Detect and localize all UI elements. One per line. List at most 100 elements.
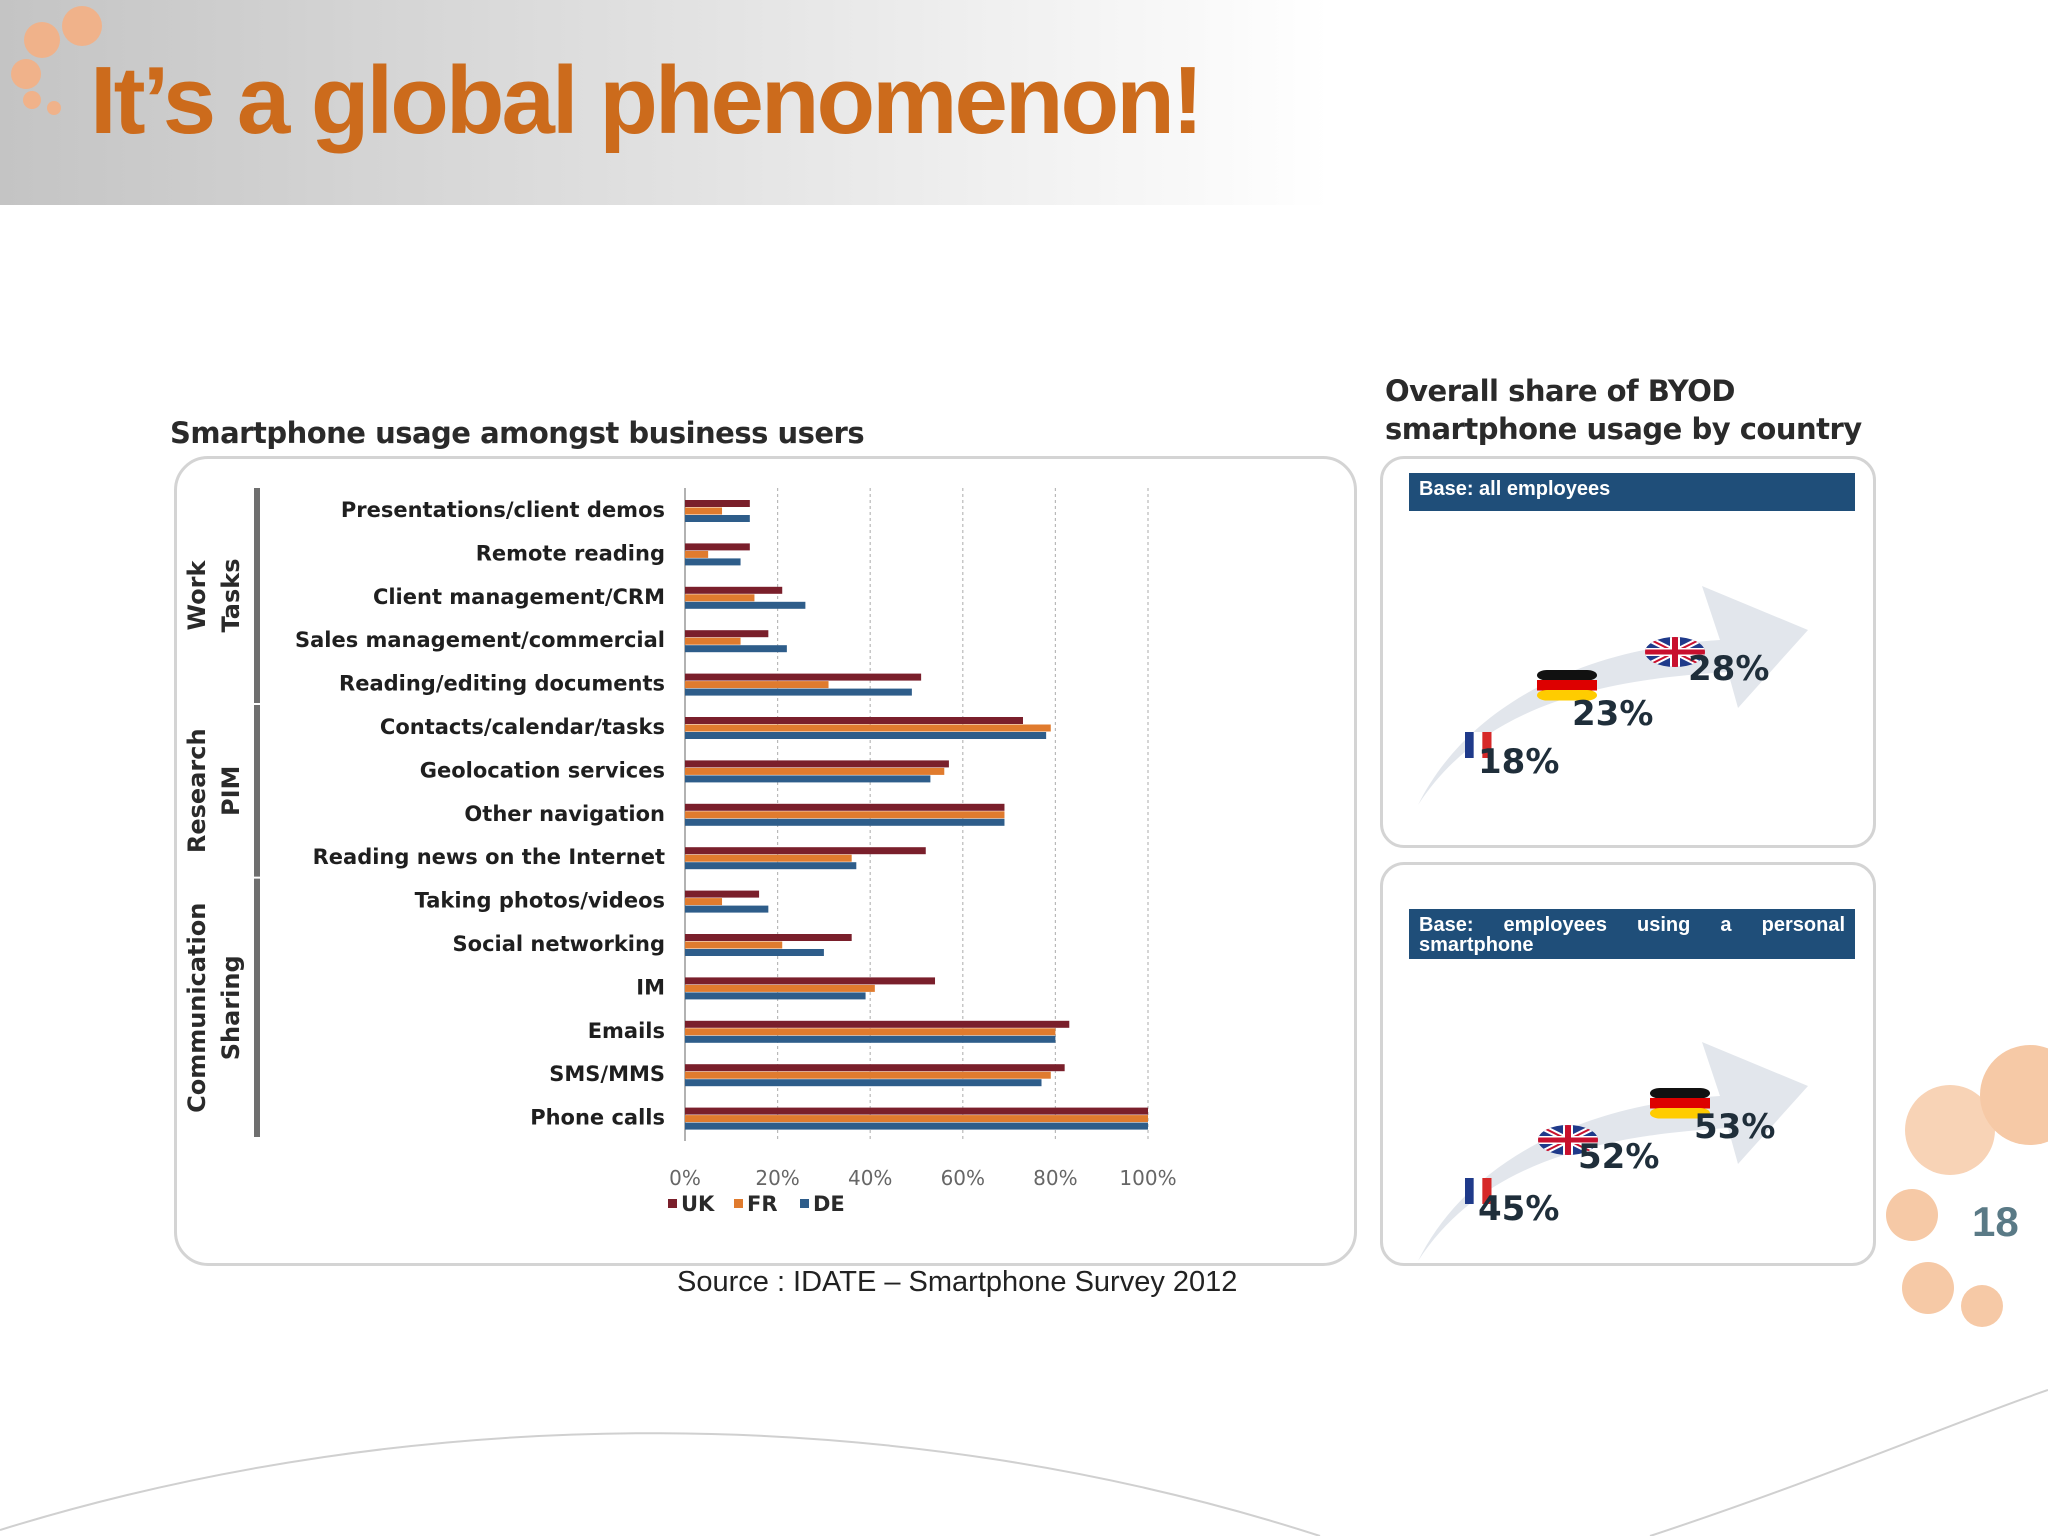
bar-fr xyxy=(685,1071,1051,1079)
x-tick-label: 80% xyxy=(1033,1166,1077,1190)
bar-uk xyxy=(685,760,949,768)
flag-de-icon xyxy=(1537,670,1597,701)
category-label: Sales management/commercial xyxy=(295,628,665,652)
bar-fr xyxy=(685,594,755,602)
legend-swatch-uk xyxy=(668,1199,677,1208)
bar-de xyxy=(685,992,866,1000)
category-label: Reading news on the Internet xyxy=(313,845,665,869)
bar-fr xyxy=(685,811,1005,819)
category-label: Contacts/calendar/tasks xyxy=(380,715,665,739)
flag-fr-icon xyxy=(1465,1178,1492,1204)
bar-de xyxy=(685,1122,1148,1130)
bar-de xyxy=(685,818,1005,826)
bar-de xyxy=(685,1035,1056,1043)
category-label: Reading/editing documents xyxy=(339,672,665,696)
bar-uk xyxy=(685,847,926,855)
bar-de xyxy=(685,732,1047,739)
bar-fr xyxy=(685,1028,1056,1036)
slide-title: It’s a global phenomenon! xyxy=(90,47,1204,154)
bar-de xyxy=(685,862,857,870)
bar-uk xyxy=(685,1064,1065,1072)
share-value-label: 52% xyxy=(1578,1137,1659,1177)
group-label: Research PIM xyxy=(183,728,245,853)
bar-de xyxy=(685,558,741,566)
chart-title: Smartphone usage amongst business users xyxy=(170,416,865,450)
bar-fr xyxy=(685,898,723,906)
bar-de xyxy=(685,905,769,913)
legend-label: DE xyxy=(813,1192,845,1216)
legend-label: UK xyxy=(681,1192,715,1216)
header-band xyxy=(0,0,1330,205)
category-label: Other navigation xyxy=(464,802,665,826)
bottom-swoosh xyxy=(0,1432,1321,1536)
bar-uk xyxy=(685,630,769,638)
flag-de-icon xyxy=(1650,1088,1710,1119)
category-label: Social networking xyxy=(453,932,665,956)
bar-fr xyxy=(685,507,723,515)
header-dots-icon xyxy=(11,6,102,115)
bar-de xyxy=(685,645,787,653)
trend-arrow-icon xyxy=(1418,586,1808,805)
bar-uk xyxy=(685,673,922,681)
bar-fr xyxy=(685,550,709,558)
x-tick-label: 20% xyxy=(755,1166,799,1190)
share-value-label: 23% xyxy=(1572,694,1653,734)
bar-de xyxy=(685,688,912,696)
bar-fr xyxy=(685,941,783,949)
share-value-label: 45% xyxy=(1478,1189,1559,1229)
flag-uk-icon xyxy=(1538,1125,1598,1155)
x-tick-label: 40% xyxy=(848,1166,892,1190)
legend-swatch-de xyxy=(800,1199,809,1208)
category-label: Presentations/client demos xyxy=(341,498,665,522)
category-label: Client management/CRM xyxy=(373,585,665,609)
share-value-label: 53% xyxy=(1694,1107,1775,1147)
bar-uk xyxy=(685,803,1005,811)
share-value-label: 28% xyxy=(1688,649,1769,689)
bar-de xyxy=(685,515,750,522)
group-label: Work Tasks xyxy=(183,558,245,632)
category-label: Geolocation services xyxy=(420,758,665,782)
x-tick-label: 100% xyxy=(1119,1166,1176,1190)
bar-de xyxy=(685,775,931,783)
base-label: Base: employees using a personal smartph… xyxy=(1409,909,1855,959)
group-label: Communication Sharing xyxy=(183,903,245,1113)
byod-panel-personal-smartphone: Base: employees using a personal smartph… xyxy=(1380,862,1876,1266)
bar-de xyxy=(685,949,824,956)
byod-chart-title: Overall share of BYOD smartphone usage b… xyxy=(1385,374,1862,446)
legend-swatch-fr xyxy=(734,1199,743,1208)
category-label: Taking photos/videos xyxy=(415,889,665,913)
bar-de xyxy=(685,1079,1042,1087)
category-label: Remote reading xyxy=(476,541,665,565)
page-number: 18 xyxy=(1972,1198,2019,1245)
bar-fr xyxy=(685,854,852,862)
share-value-label: 18% xyxy=(1478,742,1559,782)
bar-uk xyxy=(685,977,936,985)
bar-uk xyxy=(685,586,783,594)
bar-fr xyxy=(685,637,741,645)
category-label: IM xyxy=(636,975,665,999)
byod-panel-all-employees: Base: all employees xyxy=(1380,456,1876,848)
x-tick-label: 60% xyxy=(941,1166,985,1190)
trend-arrow-icon xyxy=(1418,1042,1808,1261)
bar-fr xyxy=(685,1115,1148,1123)
bar-fr xyxy=(685,724,1051,732)
bar-fr xyxy=(685,681,829,689)
flag-uk-icon xyxy=(1645,637,1705,667)
bar-uk xyxy=(685,890,760,898)
flag-fr-icon xyxy=(1465,732,1492,758)
bar-fr xyxy=(685,984,875,992)
category-label: Phone calls xyxy=(530,1106,665,1130)
bar-uk xyxy=(685,1107,1148,1115)
bar-de xyxy=(685,601,806,609)
bottom-swoosh xyxy=(1649,1389,2048,1536)
bar-uk xyxy=(685,1020,1070,1028)
legend-label: FR xyxy=(747,1192,778,1216)
category-label: Emails xyxy=(588,1019,665,1043)
bar-uk xyxy=(685,934,852,941)
bar-uk xyxy=(685,717,1023,724)
x-tick-label: 0% xyxy=(669,1166,701,1190)
